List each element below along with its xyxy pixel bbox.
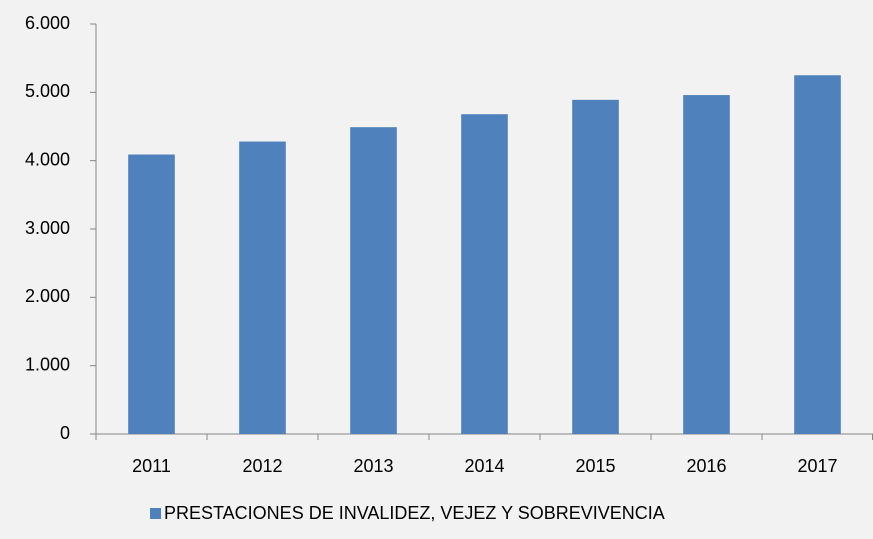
- x-tick-label: 2012: [242, 456, 282, 476]
- bar: [239, 141, 286, 435]
- y-tick-label: 5.000: [25, 81, 70, 101]
- bar: [683, 95, 730, 435]
- bar: [350, 127, 397, 434]
- bar: [461, 114, 508, 434]
- bar: [128, 154, 175, 434]
- x-tick-label: 2011: [132, 456, 171, 476]
- bar: [572, 99, 619, 434]
- y-tick-label: 4.000: [25, 149, 70, 169]
- y-tick-label: 2.000: [25, 286, 70, 306]
- x-tick-label: 2016: [686, 456, 726, 476]
- bar: [794, 75, 841, 434]
- y-tick-label: 0: [60, 423, 70, 443]
- legend-swatch: [150, 508, 161, 519]
- y-tick-label: 6.000: [25, 13, 70, 33]
- x-tick-label: 2017: [797, 456, 837, 476]
- legend-label: PRESTACIONES DE INVALIDEZ, VEJEZ Y SOBRE…: [164, 503, 665, 523]
- x-tick-label: 2015: [575, 456, 615, 476]
- y-tick-label: 1.000: [25, 354, 70, 374]
- x-tick-label: 2013: [353, 456, 393, 476]
- y-tick-label: 3.000: [25, 218, 70, 238]
- x-tick-label: 2014: [464, 456, 504, 476]
